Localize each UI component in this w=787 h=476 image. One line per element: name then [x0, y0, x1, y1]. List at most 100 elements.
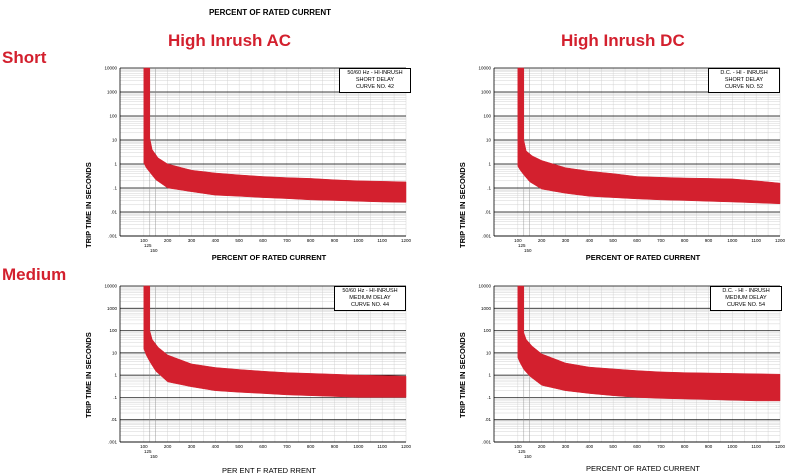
- y-tick-label: 10: [112, 138, 118, 143]
- x-tick-label: 300: [188, 444, 196, 449]
- x-tick-label: 1200: [401, 444, 412, 449]
- x-tick-label: 500: [235, 444, 243, 449]
- y-tick-label: 100: [109, 114, 117, 119]
- x-minor-tick-label: 125: [518, 449, 526, 454]
- x-tick-label: 200: [538, 444, 546, 449]
- x-axis-label: PER ENT F RATED RRENT: [222, 466, 316, 475]
- x-tick-label: 300: [562, 444, 570, 449]
- x-tick-label: 1000: [353, 444, 364, 449]
- x-tick-label: 800: [681, 444, 689, 449]
- y-tick-label: 1000: [481, 306, 492, 311]
- trip-tolerance-band: [143, 67, 407, 203]
- y-tick-label: 100: [483, 114, 491, 119]
- legend-line: SHORT DELAY: [724, 77, 764, 83]
- x-tick-label: 1000: [353, 238, 364, 243]
- legend-line: D.C. - HI - INRUSH: [722, 288, 770, 294]
- x-tick-label: 800: [307, 444, 315, 449]
- x-tick-label: 100: [514, 238, 522, 243]
- x-tick-label: 300: [562, 238, 570, 243]
- x-tick-label: 1200: [401, 238, 412, 243]
- legend-line: MEDIUM DELAY: [725, 295, 767, 301]
- trip-tolerance-band: [143, 285, 407, 398]
- y-tick-label: .01: [485, 210, 492, 215]
- y-tick-label: 10000: [104, 66, 117, 71]
- y-tick-label: .1: [113, 186, 117, 191]
- x-tick-label: 400: [586, 444, 594, 449]
- x-minor-tick-label: 125: [144, 243, 152, 248]
- curve-legend: 50/60 Hz - HI-INRUSH SHORT DELAY CURVE N…: [339, 68, 411, 93]
- y-tick-label: 10: [486, 138, 492, 143]
- y-tick-label: 10: [486, 350, 492, 355]
- y-tick-label: 1000: [481, 90, 492, 95]
- y-tick-label: 10000: [478, 284, 491, 289]
- x-tick-label: 400: [586, 238, 594, 243]
- x-tick-label: 1200: [775, 444, 786, 449]
- legend-line: CURVE NO. 44: [350, 302, 390, 308]
- x-minor-tick-label: 125: [518, 243, 526, 248]
- legend-line: CURVE NO. 54: [726, 302, 766, 308]
- x-tick-label: 700: [657, 238, 665, 243]
- legend-line: D.C. - HI - INRUSH: [720, 70, 768, 76]
- x-tick-label: 800: [307, 238, 315, 243]
- y-tick-label: 100: [483, 328, 491, 333]
- x-tick-label: 100: [140, 444, 148, 449]
- y-tick-label: 10000: [104, 284, 117, 289]
- x-tick-label: 800: [681, 238, 689, 243]
- x-minor-tick-label: 150: [524, 248, 532, 253]
- x-tick-label: 200: [164, 238, 172, 243]
- chart-panel-ac-short: TRIP TIME IN SECONDS 10000 1000 100 10 1.1.0…: [84, 60, 414, 270]
- y-tick-label: .1: [487, 395, 491, 400]
- x-tick-label: 900: [331, 238, 339, 243]
- x-tick-label: 1000: [727, 238, 738, 243]
- y-tick-label: 100: [109, 328, 117, 333]
- x-minor-tick-label: 150: [524, 454, 532, 459]
- x-minor-tick-label: 150: [150, 248, 158, 253]
- x-tick-label: 300: [188, 238, 196, 243]
- x-tick-label: 600: [259, 444, 267, 449]
- legend-line: MEDIUM DELAY: [349, 295, 391, 301]
- x-tick-label: 400: [212, 444, 220, 449]
- x-tick-label: 1200: [775, 238, 786, 243]
- y-tick-label: 1: [114, 373, 117, 378]
- y-tick-label: .01: [485, 417, 492, 422]
- chart-panel-dc-medium: TRIP TIME IN SECONDS 10000 1000 100 10 1.1.0…: [458, 278, 787, 476]
- x-tick-label: 1000: [727, 444, 738, 449]
- x-tick-label: 500: [609, 444, 617, 449]
- row-label-medium: Medium: [2, 265, 67, 284]
- x-tick-label: 1100: [377, 238, 387, 243]
- x-tick-label: 700: [283, 444, 291, 449]
- x-tick-label: 1100: [751, 444, 761, 449]
- y-tick-label: .001: [108, 440, 117, 445]
- x-tick-label: 500: [235, 238, 243, 243]
- x-tick-label: 1100: [377, 444, 387, 449]
- curve-legend: D.C. - HI - INRUSH SHORT DELAY CURVE NO.…: [708, 68, 780, 93]
- y-tick-label: 10000: [478, 66, 491, 71]
- y-tick-label: .01: [111, 210, 118, 215]
- x-minor-tick-label: 150: [150, 454, 158, 459]
- x-tick-label: 700: [657, 444, 665, 449]
- y-tick-label: .001: [482, 234, 491, 239]
- row-label-short: Short: [2, 48, 47, 67]
- y-tick-label: .001: [482, 440, 491, 445]
- curve-legend: 50/60 Hz - HI-INRUSH MEDIUM DELAY CURVE …: [334, 286, 406, 311]
- x-axis-label: PERCENT OF RATED CURRENT: [586, 464, 700, 473]
- x-tick-label: 900: [705, 238, 713, 243]
- y-tick-label: .1: [487, 186, 491, 191]
- y-tick-label: 1000: [107, 90, 118, 95]
- x-minor-tick-label: 125: [144, 449, 152, 454]
- x-tick-label: 400: [212, 238, 220, 243]
- legend-line: SHORT DELAY: [355, 77, 395, 83]
- top-axis-label: PERCENT OF RATED CURRENT: [208, 8, 332, 17]
- chart-panel-dc-short: TRIP TIME IN SECONDS 10000 1000 100 10 1.1.0…: [458, 60, 787, 270]
- x-tick-label: 600: [259, 238, 267, 243]
- x-tick-label: 100: [140, 238, 148, 243]
- x-tick-label: 600: [633, 444, 641, 449]
- x-tick-label: 1100: [751, 238, 761, 243]
- x-tick-label: 200: [164, 444, 172, 449]
- trip-tolerance-band: [517, 67, 781, 205]
- y-tick-label: .1: [113, 395, 117, 400]
- legend-line: CURVE NO. 42: [355, 84, 395, 90]
- y-tick-label: 1000: [107, 306, 118, 311]
- legend-line: 50/60 Hz - HI-INRUSH: [347, 70, 403, 76]
- y-tick-label: 1: [488, 373, 491, 378]
